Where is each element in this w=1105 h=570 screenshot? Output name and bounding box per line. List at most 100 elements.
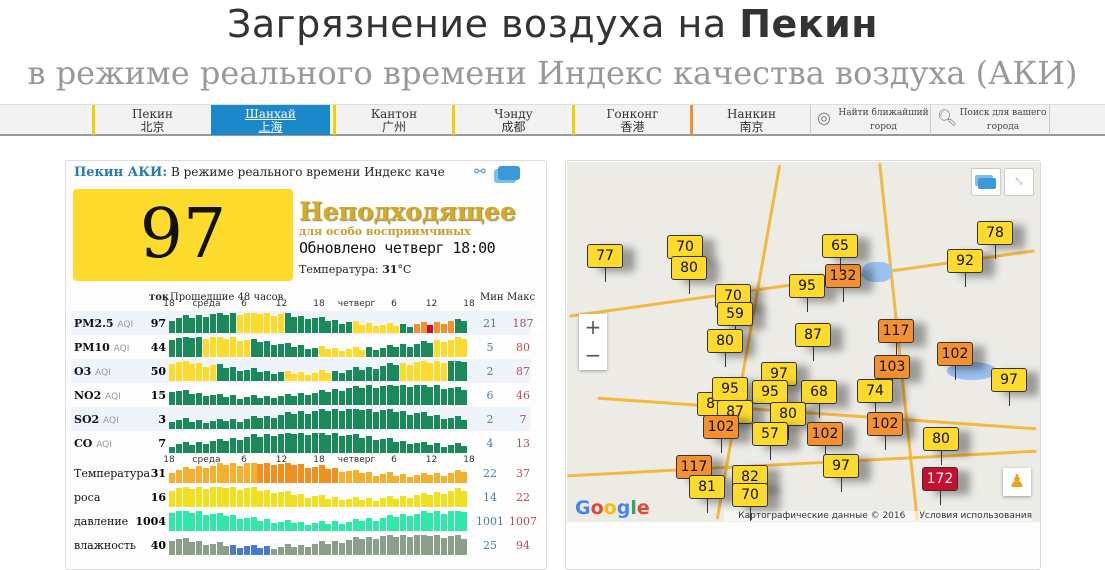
- graph-bar: [169, 340, 175, 357]
- aqi-station-marker[interactable]: 103: [874, 355, 910, 393]
- graph-row-2: PM10 AQI 44 5 80: [71, 335, 531, 359]
- aqi-station-marker[interactable]: 97: [823, 454, 859, 492]
- city-nav: Пекин 北京 Шанхай 上海 Кантон 广州 Чэнду 成都 Гонкон…: [0, 104, 1105, 136]
- graph-bar: [257, 372, 264, 381]
- graph-bar: [461, 420, 468, 429]
- aqi-station-marker[interactable]: 102: [807, 422, 843, 460]
- aqi-station-marker[interactable]: 80: [671, 256, 707, 294]
- max-header: Макс: [507, 292, 536, 303]
- graph-bar: [257, 548, 264, 555]
- graph-bar: [407, 516, 413, 531]
- graph-bar: [196, 363, 203, 381]
- graph-bar: [243, 463, 250, 483]
- aqi-station-marker[interactable]: 77: [587, 244, 623, 282]
- aqi-station-marker[interactable]: 81: [689, 475, 725, 513]
- aqi-station-marker[interactable]: 74: [857, 379, 893, 417]
- aqi-station-marker[interactable]: 95: [752, 380, 788, 418]
- aqi-station-marker[interactable]: 95: [712, 377, 748, 415]
- aqi-station-marker[interactable]: 117: [878, 319, 914, 357]
- graph-bar: [400, 363, 407, 381]
- nav-city-chengdu[interactable]: Чэнду 成都: [452, 105, 572, 135]
- aqi-map[interactable]: + − ⤡ ♟ Google Картографические данные © …: [567, 162, 1040, 522]
- graph-bar: [271, 316, 277, 333]
- aqi-level: Неподходящее: [299, 197, 516, 226]
- nav-city-shanghai[interactable]: Шанхай 上海: [211, 105, 330, 135]
- aqi-station-marker[interactable]: 70: [667, 235, 703, 273]
- aqi-station-marker[interactable]: 80: [707, 329, 743, 367]
- row-max: 22: [516, 491, 530, 504]
- row-current: 31: [150, 467, 166, 480]
- nav-city-beijing[interactable]: Пекин 北京: [92, 105, 210, 135]
- row-label: роса: [74, 491, 101, 504]
- graph-bar: [413, 413, 420, 429]
- graph-bar: [332, 433, 339, 453]
- aqi-station-marker[interactable]: 92: [947, 249, 983, 287]
- graph-bar: [271, 549, 277, 555]
- aqi-station-marker[interactable]: 80: [923, 427, 959, 465]
- graph-bar: [454, 416, 461, 429]
- share-icon[interactable]: ⚯: [474, 164, 486, 180]
- graph-bar: [257, 398, 264, 405]
- page-subtitle: в режиме реального времени Индекс качест…: [27, 54, 1078, 92]
- graph-bar: [325, 544, 332, 555]
- aqi-station-marker[interactable]: 95: [789, 274, 825, 312]
- graph-bar: [257, 314, 264, 333]
- terms-link[interactable]: Условия использования: [919, 511, 1032, 521]
- graph-bar: [345, 388, 352, 405]
- row-max: 94: [516, 539, 530, 552]
- graph-bar: [169, 541, 175, 555]
- graph-bar: [345, 370, 352, 381]
- nav-city-nanjing[interactable]: Нанкин 南京: [690, 105, 810, 135]
- graph-bar: [237, 519, 243, 531]
- find-nearest-button[interactable]: ◎ Найти ближайший город: [810, 105, 930, 135]
- aqi-station-marker[interactable]: 102: [937, 342, 973, 380]
- row-max: 37: [516, 467, 530, 480]
- graph-bar: [352, 321, 359, 333]
- graph-bar: [318, 541, 325, 555]
- graph-bar: [216, 513, 223, 531]
- zoom-in-button[interactable]: +: [584, 315, 602, 339]
- aqi-station-marker[interactable]: 57: [752, 422, 788, 460]
- graph-bar: [257, 464, 264, 483]
- graph-bar: [441, 363, 447, 381]
- graph-bar: [243, 370, 250, 381]
- nav-city-hongkong[interactable]: Гонконг 香港: [572, 105, 690, 135]
- graph-bar: [386, 385, 393, 405]
- graph-bar: [237, 341, 243, 357]
- map-layers-button[interactable]: [971, 168, 1001, 196]
- map-panel: + − ⤡ ♟ Google Картографические данные © …: [565, 160, 1041, 570]
- aqi-station-marker[interactable]: 59: [717, 302, 753, 340]
- aqi-station-marker[interactable]: 102: [867, 412, 903, 450]
- aqi-station-marker[interactable]: 70: [732, 483, 768, 521]
- aqi-station-marker[interactable]: 172: [922, 467, 958, 505]
- zoom-out-button[interactable]: −: [584, 343, 602, 367]
- row-bars: [169, 313, 469, 333]
- graph-bar: [209, 314, 216, 333]
- nav-city-guangzhou[interactable]: Кантон 广州: [333, 105, 452, 135]
- graph-bar: [182, 511, 189, 531]
- graph-bar: [311, 523, 318, 531]
- search-city-button[interactable]: 🔍︎ Поиск для вашего города: [930, 105, 1050, 135]
- aqi-station-marker[interactable]: 132: [825, 264, 861, 302]
- widget-icon[interactable]: [498, 166, 520, 180]
- street-view-pegman-icon[interactable]: ♟: [1003, 468, 1031, 496]
- graph-bar: [318, 346, 325, 357]
- aqi-station-marker[interactable]: 87: [795, 323, 831, 361]
- graph-bar: [237, 440, 243, 453]
- graph-bar: [284, 394, 291, 405]
- aqi-station-marker[interactable]: 97: [991, 368, 1027, 406]
- graph-bar: [413, 475, 420, 483]
- aqi-station-marker[interactable]: 78: [977, 221, 1013, 259]
- graph-bar: [379, 366, 386, 381]
- graph-bar: [413, 344, 420, 357]
- aqi-station-marker[interactable]: 68: [801, 380, 837, 418]
- aqi-station-marker[interactable]: 102: [703, 415, 739, 453]
- fullscreen-button[interactable]: ⤡: [1004, 168, 1034, 196]
- aqi-station-marker[interactable]: 65: [822, 234, 858, 272]
- graph-bar: [223, 516, 230, 531]
- graph-bar: [447, 418, 454, 429]
- graph-bar: [366, 409, 373, 429]
- graph-bar: [386, 515, 393, 531]
- graph-bar: [386, 409, 393, 429]
- graph-bar: [209, 395, 216, 405]
